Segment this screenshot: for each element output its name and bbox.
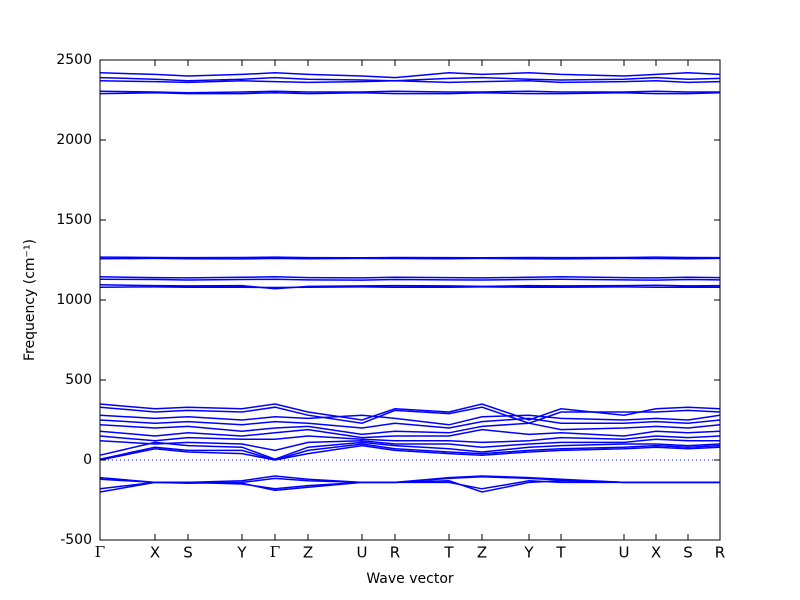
x-tick-label: Γ <box>270 543 280 561</box>
band-line <box>99 286 720 289</box>
band-line <box>99 444 721 461</box>
y-tick-label: 1500 <box>56 212 92 228</box>
x-tick-label: S <box>683 544 693 562</box>
y-tick-label: -500 <box>60 532 92 548</box>
x-tick-label: U <box>357 544 368 562</box>
y-tick-label: 500 <box>65 372 92 388</box>
y-tick-label: 1000 <box>56 292 92 308</box>
band-line <box>99 278 721 281</box>
plot-frame <box>99 59 721 541</box>
band-line <box>99 72 721 79</box>
band-line <box>99 443 721 461</box>
band-line <box>99 256 721 259</box>
x-tick-label: T <box>555 544 566 562</box>
y-tick-label: 2500 <box>56 52 92 68</box>
band-line <box>99 417 721 429</box>
y-axis-label: Frequency (cm⁻¹) <box>22 239 38 361</box>
band-line <box>99 92 721 95</box>
y-tick-label: 2000 <box>56 132 92 148</box>
x-axis-label: Wave vector <box>366 571 454 587</box>
x-tick-label: Y <box>523 544 534 562</box>
y-tick-label: 0 <box>83 452 92 468</box>
band-line <box>99 80 721 84</box>
band-line <box>99 441 721 460</box>
x-tick-label: Y <box>236 544 247 562</box>
x-tick-label: Z <box>303 544 313 562</box>
x-tick-label: S <box>183 544 193 562</box>
x-tick-label: U <box>619 544 630 562</box>
band-line <box>99 428 721 439</box>
band-line <box>99 90 720 94</box>
band-line <box>99 480 720 493</box>
x-tick-label: Z <box>477 544 487 562</box>
band-line <box>99 276 721 279</box>
x-tick-label: T <box>443 544 454 562</box>
x-tick-label: Γ <box>95 543 105 561</box>
band-line <box>99 76 721 82</box>
band-line <box>99 435 721 444</box>
x-tick-label: X <box>651 544 661 562</box>
band-line <box>99 284 721 290</box>
x-tick-label: R <box>715 544 725 562</box>
band-line <box>99 406 721 424</box>
x-tick-label: R <box>390 544 400 562</box>
band-line <box>99 438 720 452</box>
x-tick-label: X <box>150 544 160 562</box>
band-line <box>99 414 721 426</box>
band-line <box>99 422 721 436</box>
